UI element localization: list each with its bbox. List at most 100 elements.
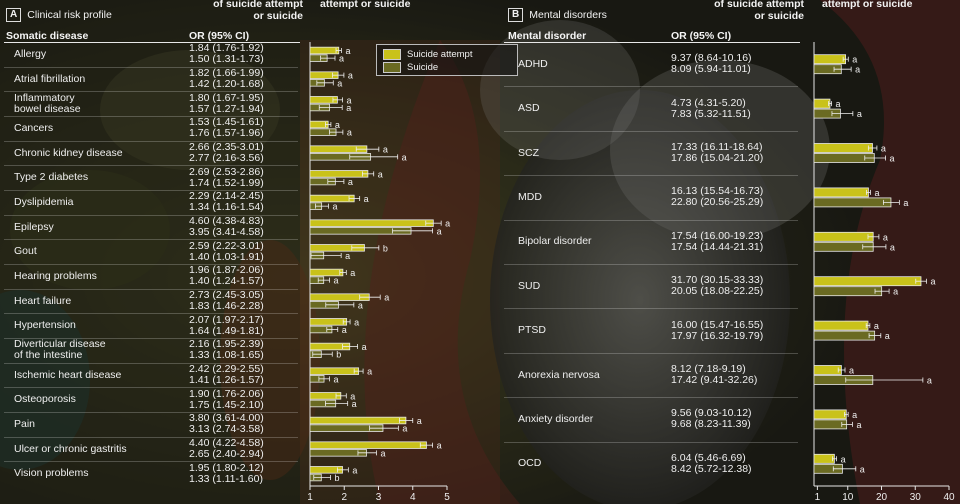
category-label: Pain [14, 418, 36, 430]
or-ci-suicide: 1.34 (1.16-1.54) [189, 201, 264, 213]
significance-mark: a [885, 331, 890, 341]
significance-mark: a [890, 242, 895, 252]
bar-attempt [309, 170, 369, 178]
x-tick-label: 1 [815, 492, 821, 503]
row-separator [504, 397, 798, 398]
significance-mark: a [348, 71, 353, 81]
significance-mark: a [903, 198, 908, 208]
or-ci-suicide: 3.13 (2.74-3.58) [189, 423, 264, 435]
bar-attempt [309, 416, 407, 425]
row-separator [4, 67, 298, 68]
significance-mark: b [383, 243, 388, 253]
or-ci-attempt: 1.90 (1.76-2.06) [189, 388, 264, 400]
significance-mark: a [364, 194, 369, 204]
significance-mark: a [346, 103, 351, 113]
or-ci-suicide: 8.09 (5.94-11.01) [671, 63, 751, 75]
significance-mark: a [402, 152, 407, 162]
significance-mark: a [350, 268, 355, 278]
or-ci-suicide: 1.74 (1.52-1.99) [189, 177, 264, 189]
significance-mark: a [352, 465, 357, 475]
category-label: Cancers [14, 122, 54, 134]
significance-mark: a [445, 219, 450, 229]
category-label: Hypertension [14, 319, 76, 331]
significance-mark: a [930, 277, 935, 287]
row-separator [4, 239, 298, 240]
panel-b-tag: B Mental disorders [508, 8, 607, 22]
row-separator [504, 175, 798, 176]
significance-mark: a [367, 367, 372, 377]
significance-mark: b [335, 473, 340, 483]
or-ci-suicide: 1.40 (1.03-1.91) [189, 251, 264, 263]
row-separator [4, 165, 298, 166]
x-tick-label: 20 [876, 492, 888, 503]
significance-mark: a [890, 154, 895, 164]
or-ci-suicide: 1.83 (1.46-2.28) [189, 300, 264, 312]
significance-mark: a [852, 55, 857, 65]
significance-mark: a [342, 325, 347, 335]
category-label: SCZ [518, 147, 539, 159]
column-header-label-b: Mental disorder [508, 30, 587, 42]
or-ci-attempt: 2.07 (1.97-2.17) [189, 314, 264, 326]
bar-attempt [813, 54, 847, 65]
row-separator [4, 215, 298, 216]
or-ci-attempt: 9.37 (8.64-10.16) [671, 52, 752, 64]
plot-top-header-b: attempt or suicide [822, 0, 913, 10]
panel-b: of suicide attempt or suicide attempt or… [500, 0, 960, 504]
significance-mark: a [354, 317, 359, 327]
category-label: Ischemic heart disease [14, 369, 122, 381]
significance-mark: a [378, 169, 383, 179]
significance-mark: a [348, 177, 353, 187]
category-label: ASD [518, 102, 540, 114]
significance-mark: a [352, 399, 357, 409]
row-separator [504, 220, 798, 221]
or-ci-attempt: 2.29 (2.14-2.45) [189, 190, 264, 202]
row-separator [4, 437, 298, 438]
legend-item-attempt: Suicide attempt [383, 49, 472, 60]
row-separator [4, 190, 298, 191]
bar-suicide [813, 197, 892, 208]
legend-label-suicide: Suicide [407, 62, 439, 73]
or-top-header-b: of suicide attempt or suicide [714, 0, 804, 22]
panel-letter: A [6, 8, 22, 22]
column-header-label: Somatic disease [6, 30, 89, 42]
or-ci-suicide: 9.68 (8.23-11.39) [671, 418, 751, 430]
bar-attempt [813, 320, 869, 331]
panel-title-b: Mental disorders [529, 9, 607, 21]
or-ci-attempt: 17.33 (16.11-18.64) [671, 141, 763, 153]
significance-mark: a [346, 46, 351, 56]
legend: Suicide attempt Suicide [376, 44, 518, 76]
or-ci-attempt: 4.40 (4.22-4.58) [189, 437, 264, 449]
significance-mark: a [337, 78, 342, 88]
row-separator [504, 86, 798, 87]
or-ci-attempt: 3.80 (3.61-4.00) [189, 412, 264, 424]
plot-top-header: attempt or suicide [320, 0, 411, 10]
significance-mark: a [332, 202, 337, 212]
row-separator [504, 264, 798, 265]
row-separator [4, 387, 298, 388]
significance-mark: a [358, 300, 363, 310]
significance-mark: a [347, 128, 352, 138]
significance-mark: a [350, 391, 355, 401]
or-ci-attempt: 1.80 (1.67-1.95) [189, 92, 264, 104]
category-label: Heart failure [14, 295, 72, 307]
or-ci-attempt: 6.04 (5.46-6.69) [671, 452, 746, 464]
or-ci-suicide: 2.65 (2.40-2.94) [189, 448, 264, 460]
legend-label-attempt: Suicide attempt [407, 49, 473, 60]
significance-mark: a [334, 374, 339, 384]
category-label: Dyslipidemia [14, 196, 74, 208]
significance-mark: a [335, 120, 340, 130]
legend-swatch-suicide [383, 62, 401, 73]
category-label: MDD [518, 191, 542, 203]
row-separator [4, 91, 298, 92]
or-ci-attempt: 2.16 (1.95-2.39) [189, 338, 264, 350]
or-ci-attempt: 9.56 (9.03-10.12) [671, 407, 752, 419]
category-label: Epilepsy [14, 221, 54, 233]
significance-mark: a [874, 321, 879, 331]
bar-attempt [813, 187, 869, 198]
x-tick-label: 5 [444, 492, 450, 503]
category-label: Osteoporosis [14, 393, 76, 405]
significance-mark: a [874, 188, 879, 198]
header-rule-b [504, 42, 800, 43]
or-ci-attempt: 16.13 (15.54-16.73) [671, 185, 764, 197]
